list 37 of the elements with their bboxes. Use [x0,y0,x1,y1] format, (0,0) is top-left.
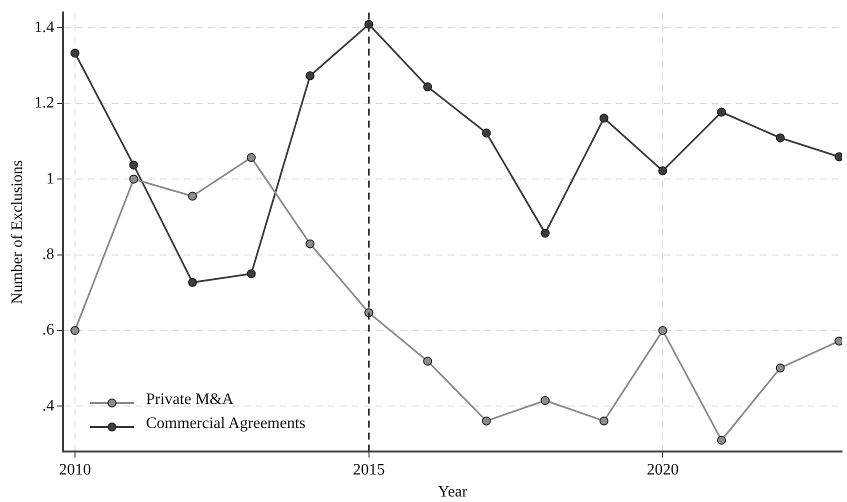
x-axis-title: Year [438,484,468,501]
point [306,239,315,248]
point [70,48,80,58]
point [423,356,432,366]
point [188,192,198,201]
point [717,108,726,117]
point [70,326,80,335]
point [482,416,491,426]
y-tick-label: .4 [42,397,54,414]
legend-label: Commercial Agreements [146,415,306,433]
y-axis-title: Number of Exclusions [8,160,26,304]
legend-label: Private M&A [146,391,234,409]
x-tick-label: 2015 [352,461,385,478]
point [129,160,138,170]
x-tick-label: 2020 [646,461,679,478]
y-tick-label: 1.4 [34,18,54,36]
point [246,153,256,162]
point [482,128,491,138]
point [599,114,608,123]
point [599,416,608,426]
point [658,326,668,335]
point [540,228,550,238]
point [776,133,785,142]
y-tick-label: 1.2 [34,94,54,112]
x-tick-label: 2010 [58,461,91,478]
point [129,174,138,184]
y-tick-label: 1 [46,170,54,188]
point [423,82,432,92]
point [306,71,315,80]
point [658,166,668,176]
point [776,363,785,372]
point [540,396,550,406]
y-tick-label: .6 [42,322,54,339]
point [188,278,198,287]
y-tick-label: .8 [42,246,54,264]
point [717,436,726,445]
point [246,269,256,278]
